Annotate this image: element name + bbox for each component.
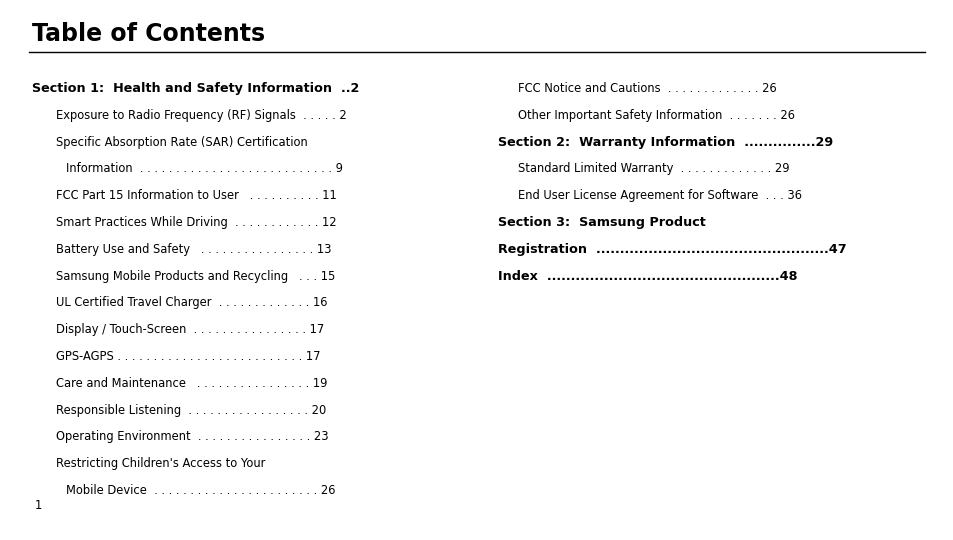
- Text: Specific Absorption Rate (SAR) Certification: Specific Absorption Rate (SAR) Certifica…: [56, 136, 308, 148]
- Text: Registration  .................................................47: Registration ...........................…: [497, 243, 845, 256]
- Text: Care and Maintenance   . . . . . . . . . . . . . . . . 19: Care and Maintenance . . . . . . . . . .…: [56, 377, 328, 390]
- Text: Other Important Safety Information  . . . . . . . 26: Other Important Safety Information . . .…: [517, 109, 794, 122]
- Text: FCC Notice and Cautions  . . . . . . . . . . . . . 26: FCC Notice and Cautions . . . . . . . . …: [517, 82, 776, 95]
- Text: Exposure to Radio Frequency (RF) Signals  . . . . . 2: Exposure to Radio Frequency (RF) Signals…: [56, 109, 347, 122]
- Text: 1: 1: [35, 499, 42, 512]
- Text: Information  . . . . . . . . . . . . . . . . . . . . . . . . . . . 9: Information . . . . . . . . . . . . . . …: [67, 163, 343, 176]
- Text: UL Certified Travel Charger  . . . . . . . . . . . . . 16: UL Certified Travel Charger . . . . . . …: [56, 296, 328, 309]
- Text: Section 3:  Samsung Product: Section 3: Samsung Product: [497, 216, 705, 229]
- Text: GPS-AGPS . . . . . . . . . . . . . . . . . . . . . . . . . . 17: GPS-AGPS . . . . . . . . . . . . . . . .…: [56, 350, 320, 363]
- Text: Operating Environment  . . . . . . . . . . . . . . . . 23: Operating Environment . . . . . . . . . …: [56, 430, 329, 443]
- Text: Section 2:  Warranty Information  ...............29: Section 2: Warranty Information ........…: [497, 136, 832, 148]
- Text: Battery Use and Safety   . . . . . . . . . . . . . . . . 13: Battery Use and Safety . . . . . . . . .…: [56, 243, 332, 256]
- Text: Table of Contents: Table of Contents: [31, 22, 264, 46]
- Text: Index  .................................................48: Index ..................................…: [497, 269, 797, 282]
- Text: Responsible Listening  . . . . . . . . . . . . . . . . . 20: Responsible Listening . . . . . . . . . …: [56, 403, 327, 416]
- Text: End User License Agreement for Software  . . . 36: End User License Agreement for Software …: [517, 189, 801, 202]
- Text: Standard Limited Warranty  . . . . . . . . . . . . . 29: Standard Limited Warranty . . . . . . . …: [517, 163, 789, 176]
- Text: Mobile Device  . . . . . . . . . . . . . . . . . . . . . . . 26: Mobile Device . . . . . . . . . . . . . …: [67, 484, 335, 497]
- Text: Samsung Mobile Products and Recycling   . . . 15: Samsung Mobile Products and Recycling . …: [56, 269, 335, 282]
- Text: Display / Touch-Screen  . . . . . . . . . . . . . . . . 17: Display / Touch-Screen . . . . . . . . .…: [56, 323, 324, 336]
- Text: FCC Part 15 Information to User   . . . . . . . . . . 11: FCC Part 15 Information to User . . . . …: [56, 189, 337, 202]
- Text: Section 1:  Health and Safety Information  ..2: Section 1: Health and Safety Information…: [31, 82, 358, 95]
- Text: Smart Practices While Driving  . . . . . . . . . . . . 12: Smart Practices While Driving . . . . . …: [56, 216, 336, 229]
- Text: Restricting Children's Access to Your: Restricting Children's Access to Your: [56, 457, 266, 470]
